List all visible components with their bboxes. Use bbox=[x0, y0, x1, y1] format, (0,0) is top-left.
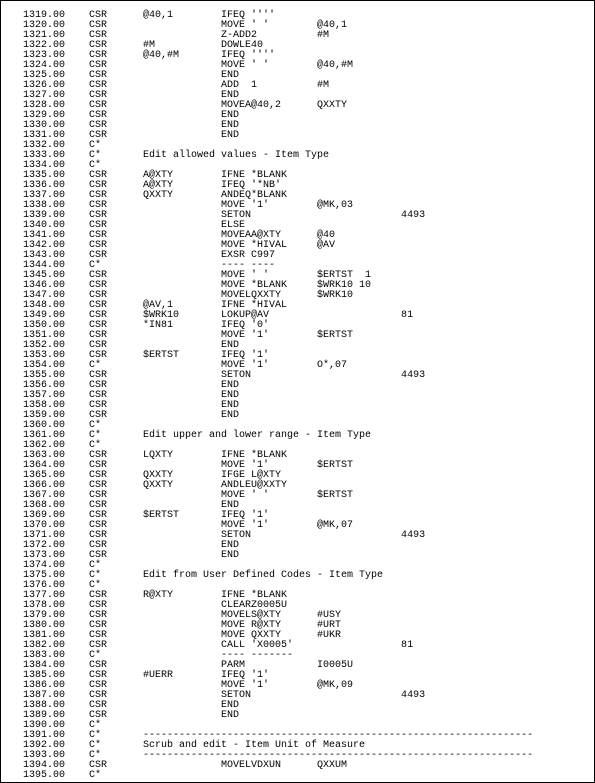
code-listing: 1319.00 CSR @40,1 IFEQ '''' 1320.00 CSR … bbox=[23, 11, 578, 781]
code-listing-page: 1319.00 CSR @40,1 IFEQ '''' 1320.00 CSR … bbox=[0, 0, 595, 783]
code-line: 1395.00 C* bbox=[23, 771, 578, 781]
